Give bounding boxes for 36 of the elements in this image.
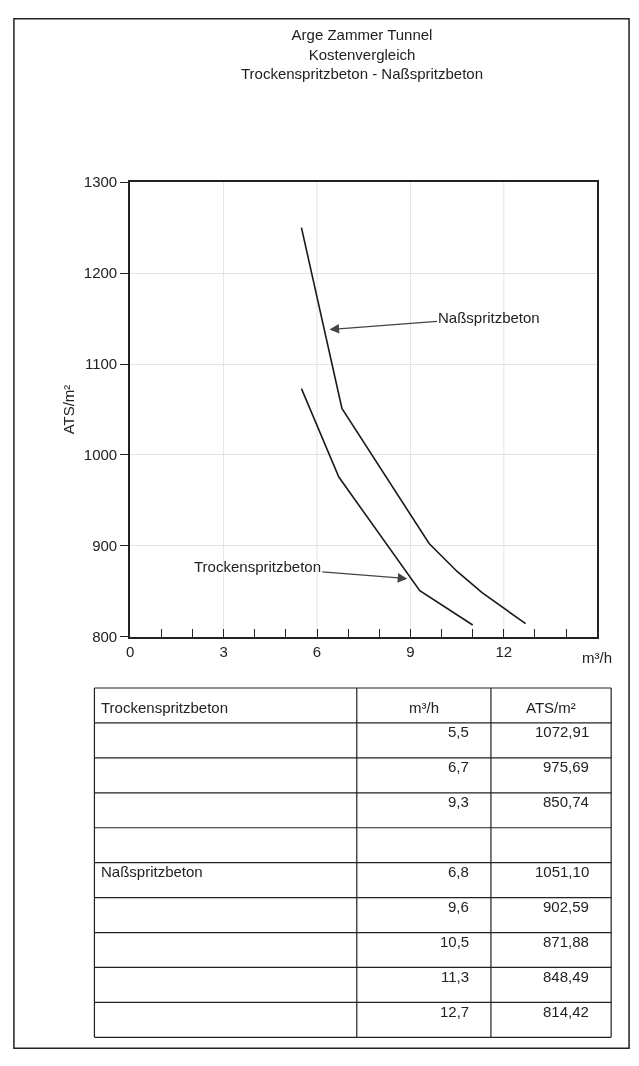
text: 6,7 bbox=[448, 758, 469, 775]
text: ATS/m² bbox=[526, 699, 576, 716]
text: 902,59 bbox=[543, 898, 589, 915]
text: 11,3 bbox=[441, 968, 470, 985]
text: m³/h bbox=[409, 699, 439, 716]
x-tick-label: 6 bbox=[312, 642, 322, 660]
text: 1051,10 bbox=[535, 863, 590, 880]
text: 12,7 bbox=[440, 1003, 470, 1020]
y-tick-label: 1000 bbox=[83, 446, 118, 464]
text: 10,5 bbox=[440, 933, 470, 950]
text: 6,8 bbox=[448, 863, 469, 880]
text: 850,74 bbox=[543, 793, 589, 810]
text: 871,88 bbox=[543, 933, 589, 950]
text: Trockenspritzbeton bbox=[101, 699, 229, 716]
x-axis-title: m³/h bbox=[582, 649, 612, 666]
x-tick-label: 0 bbox=[126, 642, 135, 660]
x-tick-label: 3 bbox=[219, 642, 228, 660]
y-tick-label: 1100 bbox=[84, 355, 118, 373]
text: 848,49 bbox=[543, 968, 589, 985]
y-tick-label: 1200 bbox=[83, 264, 118, 282]
text: 5,5 bbox=[448, 723, 469, 740]
text: Naßspritzbeton bbox=[101, 863, 203, 880]
annotation: Naßspritzbeton bbox=[438, 309, 540, 326]
text: 1072,91 bbox=[535, 723, 590, 740]
text: 975,69 bbox=[543, 758, 589, 775]
x-tick-label: 12 bbox=[495, 642, 513, 660]
y-tick-label: 800 bbox=[92, 628, 118, 646]
annotation: Trockenspritzbeton bbox=[194, 558, 322, 575]
x-tick-label: 9 bbox=[406, 642, 415, 660]
text: 9,6 bbox=[448, 898, 469, 915]
text: 9,3 bbox=[448, 793, 469, 810]
text: 814,42 bbox=[543, 1003, 589, 1020]
y-tick-label: 900 bbox=[92, 537, 118, 555]
y-tick-label: 1300 bbox=[83, 173, 118, 191]
y-axis-title: ATS/m² bbox=[59, 384, 77, 435]
chart-title: Arge Zammer Tunnel Kostenvergleich Trockenspritzbeton - Naßspritzbeton bbox=[240, 26, 484, 82]
